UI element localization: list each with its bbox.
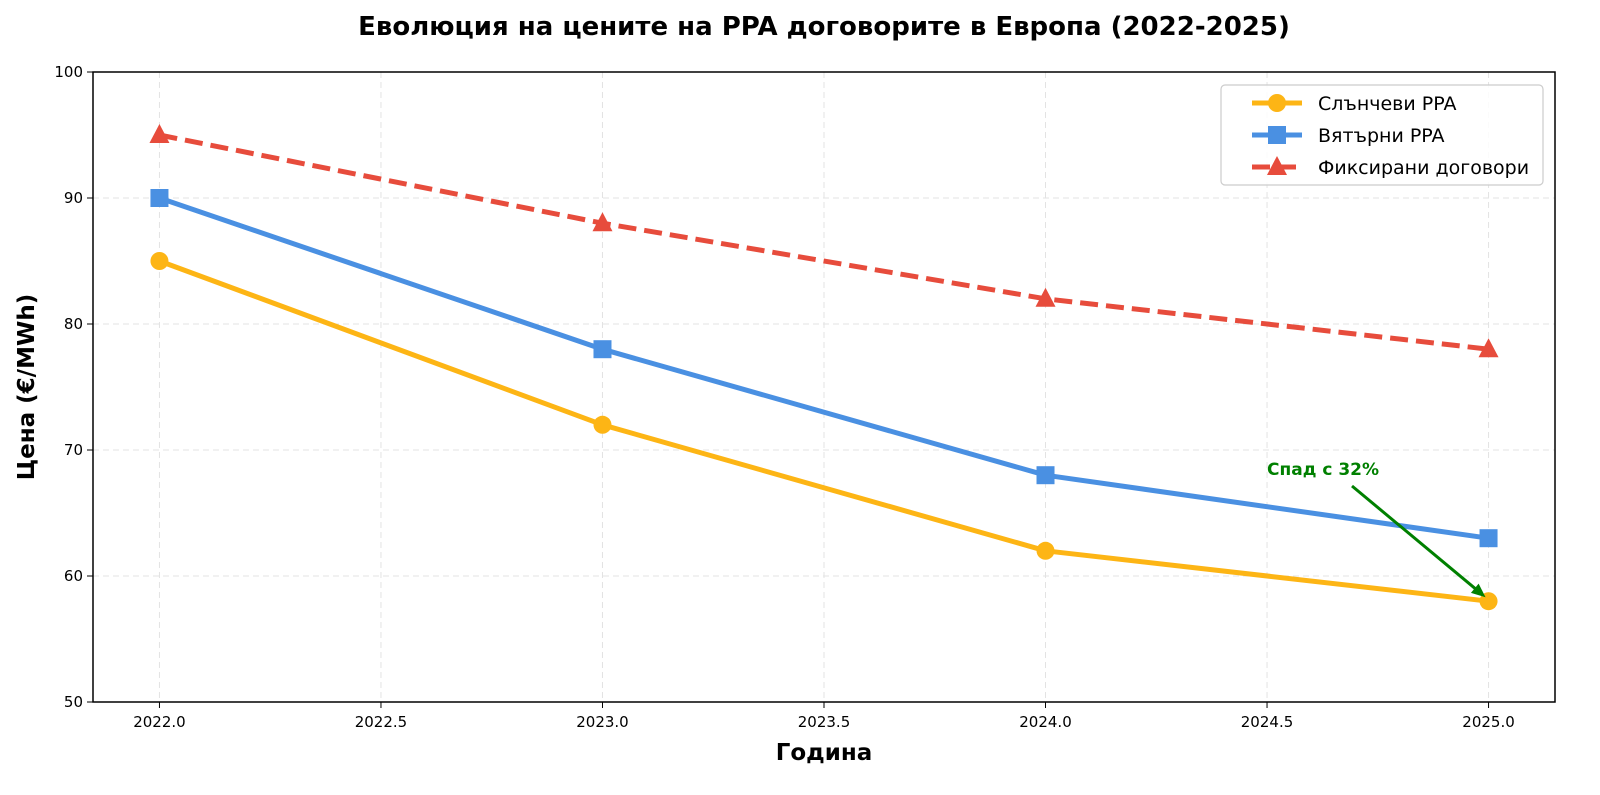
data-point (1479, 529, 1498, 548)
data-point (592, 212, 613, 232)
x-tick-label: 2024.0 (1019, 713, 1072, 731)
annotation-text: Спад с 32% (1267, 460, 1379, 480)
data-point (150, 189, 169, 207)
data-point (593, 415, 612, 434)
series-2 (149, 124, 1499, 358)
x-tick-label: 2024.5 (1241, 713, 1294, 731)
x-tick-label: 2022.0 (133, 713, 186, 731)
series-line (158, 132, 1489, 352)
data-point (1036, 466, 1055, 485)
y-tick-label: 50 (64, 693, 83, 711)
y-tick-label: 90 (64, 189, 83, 207)
x-tick-label: 2023.5 (798, 713, 851, 731)
annotation: Спад с 32% (1267, 460, 1486, 598)
arrow-head-icon (1470, 583, 1486, 598)
data-point (1035, 287, 1056, 307)
legend: Слънчеви PPA Вятърни PPA Фиксирани договор… (1220, 84, 1544, 186)
series-line (158, 258, 1489, 604)
series-lines (149, 124, 1499, 611)
legend-label: Вятърни PPA (1318, 125, 1445, 147)
plot-frame (92, 71, 1556, 703)
x-axis-label: Година (776, 740, 873, 766)
data-point (149, 124, 170, 143)
y-tick-label: 100 (54, 63, 83, 81)
x-tick-label: 2023.0 (576, 713, 629, 731)
legend-marker-square-icon (1268, 126, 1286, 144)
y-tick-label: 70 (64, 441, 83, 459)
legend-marker-circle-icon (1268, 94, 1286, 112)
series-1 (150, 189, 1498, 548)
data-point (150, 252, 169, 270)
legend-box (1220, 84, 1544, 186)
axis-ticks: 2022.0 2022.5 2023.0 2023.5 2024.0 2024.5 2025… (54, 63, 1514, 731)
y-tick-label: 60 (64, 567, 83, 585)
data-point (593, 340, 612, 359)
data-point (1036, 541, 1055, 560)
data-point (1478, 338, 1499, 358)
y-tick-label: 80 (64, 315, 83, 333)
x-tick-label: 2022.5 (355, 713, 408, 731)
legend-label: Слънчеви PPA (1318, 93, 1456, 115)
chart-title: Еволюция на цените на PPA договорите в Е… (358, 12, 1290, 42)
legend-marker-triangle-icon (1267, 156, 1287, 175)
annotation-arrow (1351, 484, 1481, 594)
legend-label: Фиксирани договори (1318, 157, 1529, 179)
series-line (158, 195, 1489, 541)
y-axis-label: Цена (€/MWh) (14, 294, 40, 480)
x-tick-label: 2025.0 (1462, 713, 1515, 731)
